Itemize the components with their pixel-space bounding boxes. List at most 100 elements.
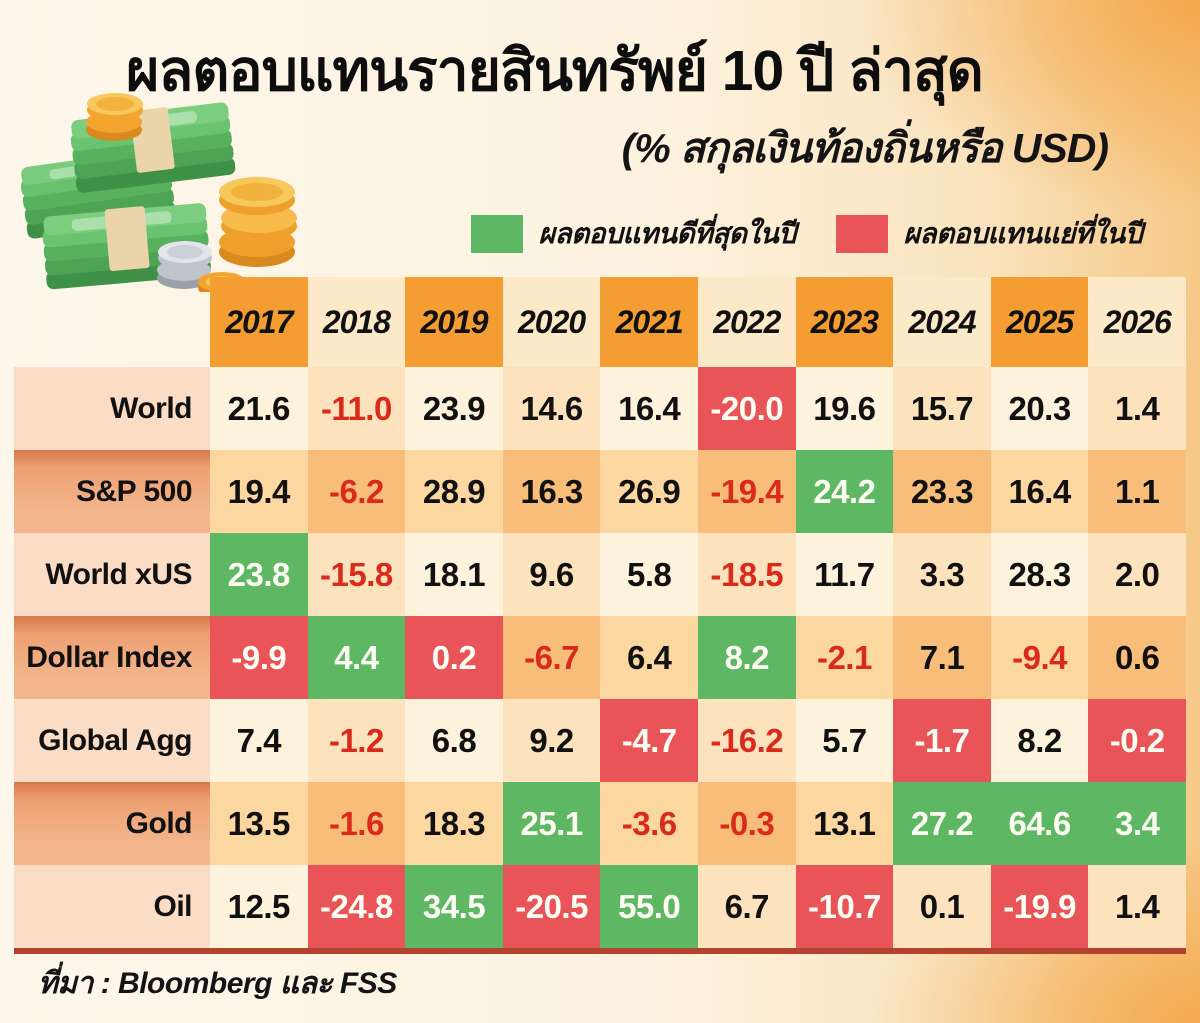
table-bottom-rule	[14, 948, 1186, 954]
value-Gold-2026: 3.4	[1088, 782, 1186, 865]
value-World-xUS-2018: -15.8	[307, 533, 406, 616]
value-Oil-2019: 34.5	[405, 865, 503, 948]
year-header-2020: 2020	[502, 277, 601, 367]
value-World-xUS-2025: 28.3	[990, 533, 1089, 616]
value-Gold-2020: 25.1	[502, 782, 601, 865]
value-Gold-2019: 18.3	[405, 782, 503, 865]
value-S-P-500-2024: 23.3	[893, 450, 991, 533]
row-label-Dollar-Index: Dollar Index	[14, 616, 210, 699]
value-Global-Agg-2019: 6.8	[405, 699, 503, 782]
value-World-xUS-2017: 23.8	[210, 533, 308, 616]
year-header-2019: 2019	[405, 277, 503, 367]
value-World-xUS-2022: -18.5	[697, 533, 796, 616]
value-S-P-500-2017: 19.4	[210, 450, 308, 533]
value-Dollar-Index-2018: 4.4	[307, 616, 406, 699]
value-S-P-500-2026: 1.1	[1088, 450, 1186, 533]
year-header-2026: 2026	[1088, 277, 1186, 367]
value-Global-Agg-2026: -0.2	[1088, 699, 1186, 782]
value-World-2023: 19.6	[795, 367, 894, 450]
value-World-2026: 1.4	[1088, 367, 1186, 450]
value-S-P-500-2021: 26.9	[600, 450, 698, 533]
value-S-P-500-2022: -19.4	[697, 450, 796, 533]
value-Oil-2026: 1.4	[1088, 865, 1186, 948]
value-World-xUS-2019: 18.1	[405, 533, 503, 616]
best-return-swatch-icon	[470, 215, 523, 253]
money-coins-icon	[20, 93, 297, 292]
value-Global-Agg-2022: -16.2	[697, 699, 796, 782]
value-Dollar-Index-2019: 0.2	[405, 616, 503, 699]
value-World-xUS-2020: 9.6	[502, 533, 601, 616]
value-S-P-500-2025: 16.4	[990, 450, 1089, 533]
value-World-xUS-2024: 3.3	[893, 533, 991, 616]
value-Dollar-Index-2020: -6.7	[502, 616, 601, 699]
value-Gold-2021: -3.6	[600, 782, 698, 865]
value-Global-Agg-2018: -1.2	[307, 699, 406, 782]
row-label-S-P-500: S&P 500	[14, 450, 210, 533]
value-Dollar-Index-2026: 0.6	[1088, 616, 1186, 699]
value-Dollar-Index-2023: -2.1	[795, 616, 894, 699]
value-Global-Agg-2025: 8.2	[990, 699, 1089, 782]
legend-item-best: ผลตอบแทนดีที่สุดในปี	[470, 212, 796, 256]
value-Oil-2022: 6.7	[697, 865, 796, 948]
legend-item-worst: ผลตอบแทนแย่ที่ในปี	[812, 212, 1143, 256]
legend: ผลตอบแทนดีที่สุดในปี ผลตอบแทนแย่ที่ในปี	[470, 212, 1143, 256]
row-label-World: World	[14, 367, 210, 450]
value-S-P-500-2018: -6.2	[307, 450, 406, 533]
value-S-P-500-2020: 16.3	[502, 450, 601, 533]
value-Global-Agg-2017: 7.4	[210, 699, 308, 782]
value-Oil-2025: -19.9	[990, 865, 1089, 948]
value-World-xUS-2021: 5.8	[600, 533, 698, 616]
source-note: ที่มา : Bloomberg และ FSS	[38, 967, 397, 1000]
year-header-2023: 2023	[795, 277, 894, 367]
value-Gold-2022: -0.3	[697, 782, 796, 865]
value-Gold-2023: 13.1	[795, 782, 894, 865]
value-Dollar-Index-2025: -9.4	[990, 616, 1089, 699]
value-Oil-2017: 12.5	[210, 865, 308, 948]
returns-table: 2017 2018 2019 2020 2021 2022 2023 2024 2025 2026…	[14, 277, 1186, 948]
worst-return-swatch-icon	[835, 215, 888, 253]
value-Global-Agg-2021: -4.7	[600, 699, 698, 782]
value-World-2017: 21.6	[210, 367, 308, 450]
value-World-xUS-2023: 11.7	[795, 533, 894, 616]
row-label-Global-Agg: Global Agg	[14, 699, 210, 782]
legend-best-label: ผลตอบแทนดีที่สุดในปี	[538, 218, 796, 249]
value-Oil-2018: -24.8	[307, 865, 406, 948]
value-Gold-2025: 64.6	[990, 782, 1089, 865]
value-World-2024: 15.7	[893, 367, 991, 450]
row-label-World-xUS: World xUS	[14, 533, 210, 616]
value-World-2021: 16.4	[600, 367, 698, 450]
value-Dollar-Index-2017: -9.9	[210, 616, 308, 699]
value-Oil-2021: 55.0	[600, 865, 698, 948]
table-corner	[14, 277, 210, 367]
value-Gold-2018: -1.6	[307, 782, 406, 865]
value-World-2020: 14.6	[502, 367, 601, 450]
value-Global-Agg-2020: 9.2	[502, 699, 601, 782]
year-header-2017: 2017	[210, 277, 308, 367]
value-Dollar-Index-2022: 8.2	[697, 616, 796, 699]
year-header-2018: 2018	[307, 277, 406, 367]
value-Global-Agg-2024: -1.7	[893, 699, 991, 782]
value-World-2022: -20.0	[697, 367, 796, 450]
value-Gold-2017: 13.5	[210, 782, 308, 865]
value-World-2025: 20.3	[990, 367, 1089, 450]
year-header-2025: 2025	[990, 277, 1089, 367]
value-Dollar-Index-2024: 7.1	[893, 616, 991, 699]
value-World-2018: -11.0	[307, 367, 406, 450]
year-header-2021: 2021	[600, 277, 698, 367]
year-header-2022: 2022	[697, 277, 796, 367]
page-title: ผลตอบแทนรายสินทรัพย์ 10 ปี ล่าสุด	[126, 39, 984, 103]
value-S-P-500-2019: 28.9	[405, 450, 503, 533]
value-Dollar-Index-2021: 6.4	[600, 616, 698, 699]
value-Oil-2023: -10.7	[795, 865, 894, 948]
page-subtitle: (% สกุลเงินท้องถิ่นหรือ USD)	[621, 125, 1109, 171]
value-World-xUS-2026: 2.0	[1088, 533, 1186, 616]
value-Oil-2020: -20.5	[502, 865, 601, 948]
legend-worst-label: ผลตอบแทนแย่ที่ในปี	[903, 218, 1143, 249]
value-S-P-500-2023: 24.2	[795, 450, 894, 533]
value-Global-Agg-2023: 5.7	[795, 699, 894, 782]
row-label-Gold: Gold	[14, 782, 210, 865]
year-header-2024: 2024	[893, 277, 991, 367]
row-label-Oil: Oil	[14, 865, 210, 948]
value-Oil-2024: 0.1	[893, 865, 991, 948]
